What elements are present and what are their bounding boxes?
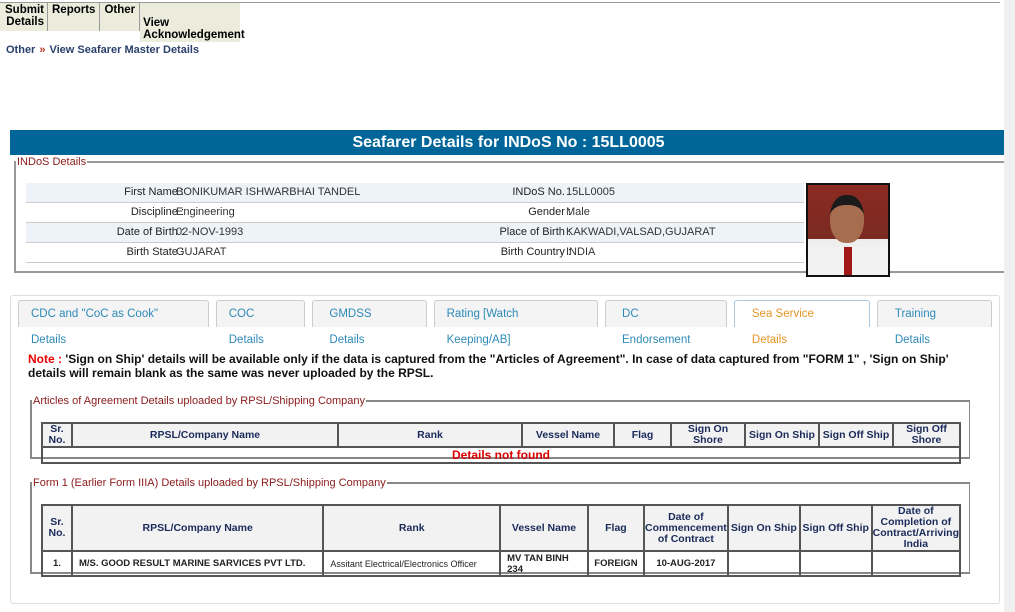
label: Date of Birth : [116,226,184,238]
value: INDIA [566,246,596,258]
label: Gender : [528,206,571,218]
col-header: Sign Off Ship [798,504,873,552]
form1-fieldset: Form 1 (Earlier Form IIIA) Details uploa… [30,477,970,577]
breadcrumb-current: View Seafarer Master Details [49,44,200,56]
tab-gmdss[interactable]: GMDSS Details [312,300,427,346]
col-header: Sign Off Ship [818,422,894,448]
indos-legend: INDoS Details [17,156,87,168]
detail-row: Birth State : GUJARAT Birth Country : INDIA [26,243,804,263]
cell-completion [870,550,962,577]
tab-dc-endorsement[interactable]: DC Endorsement [605,300,727,346]
cell-company: M/S. GOOD RESULT MARINE SARVICES PVT LTD… [70,550,325,577]
table-header-row: Sr. No. RPSL/Company Name Rank Vessel Na… [41,422,961,448]
label: Discipline : [130,206,184,218]
label: Place of Birth : [499,226,571,238]
detail-row: First Name : BONIKUMAR ISHWARBHAI TANDEL I… [26,183,804,203]
cell-sign-on [726,550,801,577]
col-header: Vessel Name [499,504,589,552]
note-label: Note : [28,352,62,366]
cell-vessel: MV TAN BINH 234 [499,550,589,577]
tab-bar: CDC and "CoC as Cook" Details COC Detail… [18,300,999,346]
tab-coc[interactable]: COC Details [215,300,306,346]
cell-sr: 1. [41,550,73,577]
cell-sign-off [798,550,873,577]
col-header: Flag [586,504,645,552]
detail-row: Discipline : Engineering Gender : Male [26,203,804,223]
top-border [0,0,1000,3]
value: 15LL0005 [566,186,615,198]
articles-legend: Articles of Agreement Details uploaded b… [33,395,366,407]
col-header: Vessel Name [521,422,615,448]
value: KAKWADI,VALSAD,GUJARAT [566,226,716,238]
tabs-panel: CDC and "CoC as Cook" Details COC Detail… [10,295,1000,604]
breadcrumb-other[interactable]: Other [6,44,36,56]
label: INDoS No. : [512,186,571,198]
col-header: Flag [613,422,672,448]
vertical-scrollbar[interactable] [1004,0,1015,612]
tab-sea-service[interactable]: Sea Service Details [733,300,870,346]
tab-training[interactable]: Training Details [876,300,993,346]
menu-submit-details[interactable]: Submit Details [0,3,48,31]
col-header: Rank [337,422,523,448]
seafarer-photo [806,183,890,277]
cell-rank: Assitant Electrical/Electronics Officer [322,550,502,577]
col-header: RPSL/Company Name [71,422,339,448]
col-header: Sr. No. [41,504,73,552]
top-menu: Submit Details Reports Other View Acknow… [0,3,245,42]
label: Birth Country : [500,246,571,258]
col-header: Sign On Ship [744,422,820,448]
articles-table: Sr. No. RPSL/Company Name Rank Vessel Na… [41,422,961,464]
tab-rating[interactable]: Rating [Watch Keeping/AB] [433,300,599,346]
col-header: Date of Completion of Contract/Arriving … [870,504,962,552]
label: Birth State : [126,246,184,258]
value: 02-NOV-1993 [176,226,244,238]
note-body: 'Sign on Ship' details will be available… [28,352,949,380]
articles-fieldset: Articles of Agreement Details uploaded b… [30,395,970,464]
col-header: RPSL/Company Name [70,504,325,552]
note-text: Note : 'Sign on Ship' details will be av… [28,352,988,380]
table-row: Details not found [41,446,961,464]
value: GUJARAT [176,246,227,258]
value: Male [566,206,590,218]
breadcrumb: Other» View Seafarer Master Details [6,44,199,56]
col-header: Date of Commencement of Contract [642,504,729,552]
breadcrumb-separator: » [39,44,46,56]
label: First Name : [124,186,184,198]
col-header: Sr. No. [41,422,73,448]
col-header: Sign On Shore [670,422,746,448]
cell-flag: FOREIGN [586,550,645,577]
indos-details-fieldset: INDoS Details First Name : BONIKUMAR ISHW… [14,156,1005,277]
form1-legend: Form 1 (Earlier Form IIIA) Details uploa… [33,477,386,489]
menu-other[interactable]: Other [100,3,141,31]
menu-view-acknowledgement[interactable]: View Acknowledgement [140,3,245,42]
table-row: 1. M/S. GOOD RESULT MARINE SARVICES PVT … [41,550,962,577]
value: BONIKUMAR ISHWARBHAI TANDEL [176,186,361,198]
col-header: Sign On Ship [726,504,801,552]
col-header: Rank [322,504,502,552]
tab-cdc[interactable]: CDC and "CoC as Cook" Details [18,300,209,346]
table-header-row: Sr. No. RPSL/Company Name Rank Vessel Na… [41,504,962,552]
col-header: Sign Off Shore [892,422,961,448]
page-title: Seafarer Details for INDoS No : 15LL0005 [10,130,1007,155]
value: Engineering [176,206,235,218]
empty-message: Details not found [41,446,961,464]
menu-reports[interactable]: Reports [48,3,101,31]
detail-row: Date of Birth :02-NOV-1993 Place of Birth… [26,223,804,243]
cell-commencement: 10-AUG-2017 [642,550,729,577]
form1-table: Sr. No. RPSL/Company Name Rank Vessel Na… [41,504,962,577]
